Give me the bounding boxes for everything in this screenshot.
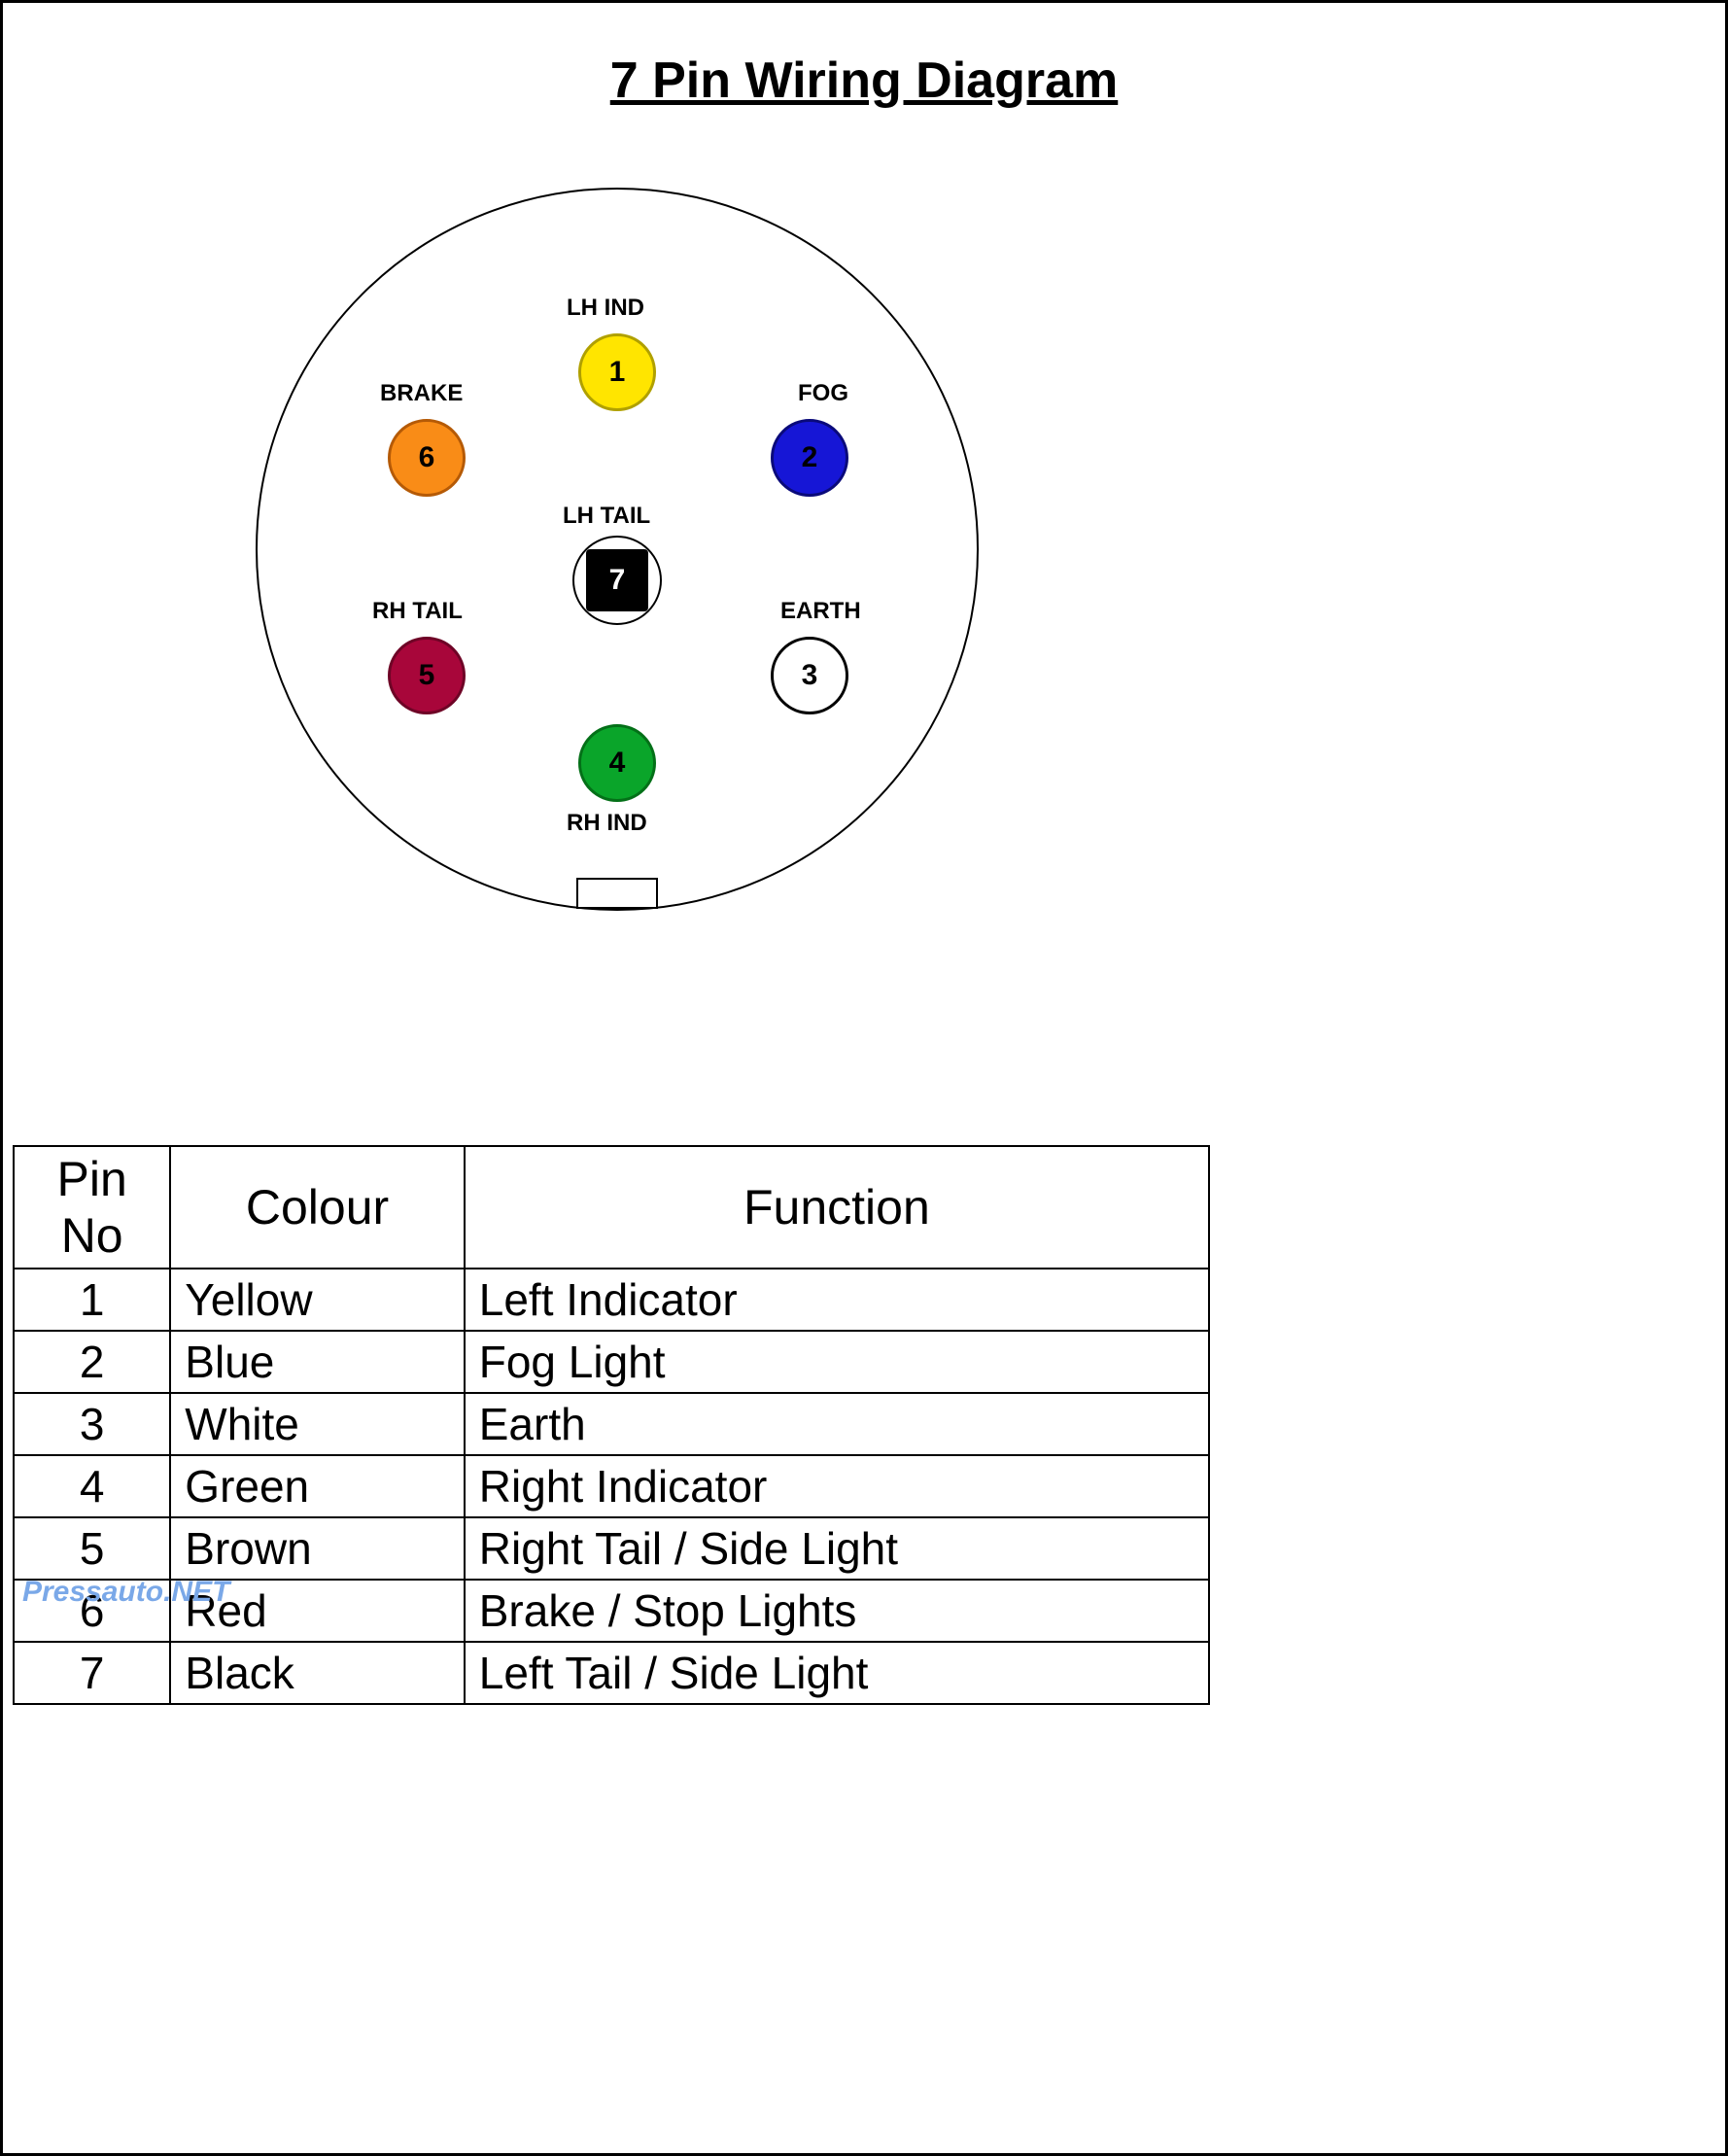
table-cell: Earth — [465, 1393, 1209, 1455]
pin-6-label: BRAKE — [380, 380, 463, 407]
table-cell: 5 — [14, 1517, 170, 1580]
pin-1: 1 — [578, 333, 656, 411]
pin-7-label: LH TAIL — [563, 503, 650, 530]
table-row: 5BrownRight Tail / Side Light — [14, 1517, 1209, 1580]
table-cell: Black — [170, 1642, 464, 1704]
table-cell: White — [170, 1393, 464, 1455]
pin-3-label: EARTH — [780, 598, 861, 625]
table-cell: 1 — [14, 1269, 170, 1331]
table-row: 1YellowLeft Indicator — [14, 1269, 1209, 1331]
table-cell: 7 — [14, 1642, 170, 1704]
pin-3: 3 — [771, 637, 848, 714]
table-cell: Right Tail / Side Light — [465, 1517, 1209, 1580]
table-cell: Fog Light — [465, 1331, 1209, 1393]
table-cell: Brown — [170, 1517, 464, 1580]
pin-6: 6 — [388, 419, 466, 497]
connector-key-slot — [576, 878, 658, 909]
pin-4-label: RH IND — [567, 810, 647, 837]
table-header: Function — [465, 1146, 1209, 1269]
wiring-table: Pin NoColourFunction1YellowLeft Indicato… — [13, 1145, 1210, 1705]
table-cell: 3 — [14, 1393, 170, 1455]
table-header: Pin No — [14, 1146, 170, 1269]
table-cell: Green — [170, 1455, 464, 1517]
table-row: 2BlueFog Light — [14, 1331, 1209, 1393]
table-cell: Left Indicator — [465, 1269, 1209, 1331]
table-row: 4GreenRight Indicator — [14, 1455, 1209, 1517]
table-row: 3WhiteEarth — [14, 1393, 1209, 1455]
table-cell: Blue — [170, 1331, 464, 1393]
table-cell: Brake / Stop Lights — [465, 1580, 1209, 1642]
diagram-title: 7 Pin Wiring Diagram — [3, 52, 1725, 110]
pin-7: 7 — [586, 549, 648, 611]
pin-4: 4 — [578, 724, 656, 802]
table-cell: 4 — [14, 1455, 170, 1517]
watermark: Pressauto.NET — [22, 1576, 229, 1609]
pin-1-label: LH IND — [567, 295, 644, 322]
table-row: 7BlackLeft Tail / Side Light — [14, 1642, 1209, 1704]
table-header: Colour — [170, 1146, 464, 1269]
table-cell: Right Indicator — [465, 1455, 1209, 1517]
pin-5-label: RH TAIL — [372, 598, 463, 625]
pin-2-label: FOG — [798, 380, 848, 407]
pin-2: 2 — [771, 419, 848, 497]
pin-5: 5 — [388, 637, 466, 714]
table-cell: Left Tail / Side Light — [465, 1642, 1209, 1704]
table-cell: Yellow — [170, 1269, 464, 1331]
table-cell: 2 — [14, 1331, 170, 1393]
